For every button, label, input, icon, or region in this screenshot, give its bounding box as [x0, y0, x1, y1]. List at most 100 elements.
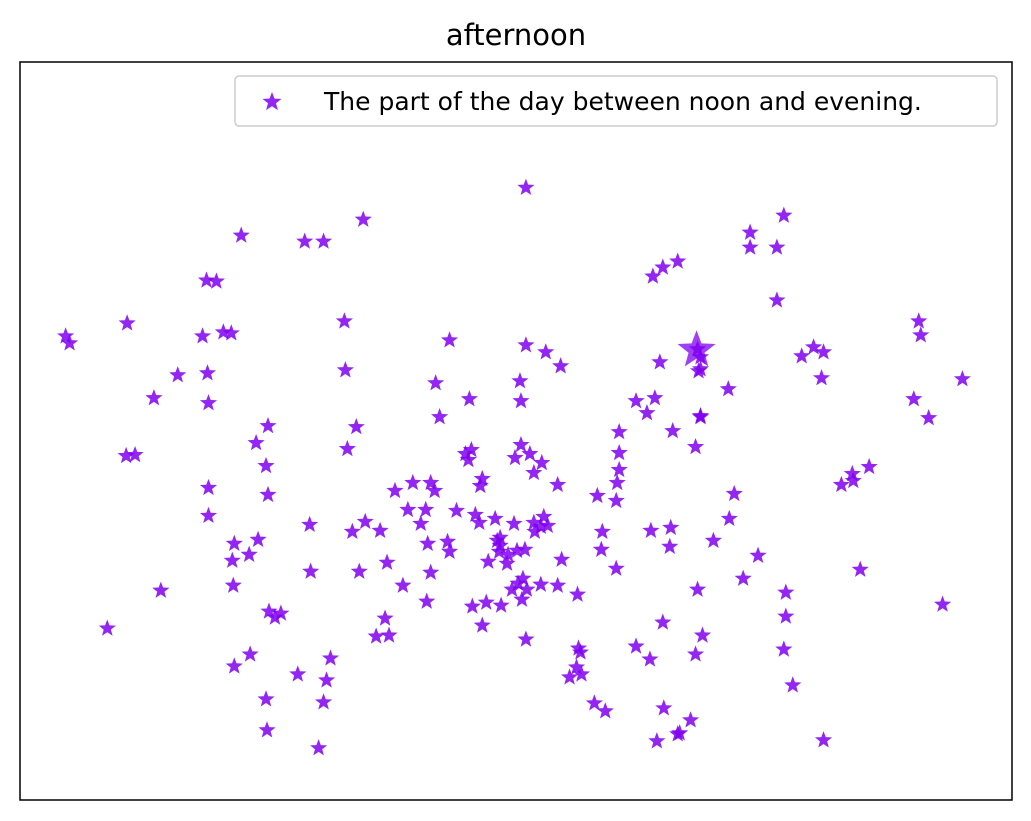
- data-point: [447, 501, 466, 519]
- data-point: [241, 645, 259, 662]
- data-point: [491, 536, 509, 553]
- data-point: [296, 232, 314, 249]
- data-point: [784, 676, 802, 693]
- data-point: [314, 693, 333, 710]
- data-point: [549, 475, 567, 493]
- data-point: [793, 347, 811, 364]
- data-point: [470, 513, 488, 531]
- data-points: [57, 178, 971, 756]
- data-point: [126, 445, 144, 463]
- data-point: [537, 343, 555, 360]
- data-point: [596, 702, 614, 719]
- data-point: [301, 515, 319, 533]
- data-point: [610, 443, 628, 461]
- data-point: [920, 409, 938, 426]
- data-point: [427, 374, 445, 391]
- legend: The part of the day between noon and eve…: [234, 75, 998, 127]
- data-point: [259, 485, 277, 503]
- data-point: [691, 407, 710, 424]
- data-point: [805, 338, 823, 355]
- data-point: [509, 574, 527, 591]
- data-point: [532, 517, 550, 535]
- data-point: [654, 613, 672, 630]
- data-point: [517, 178, 535, 195]
- data-point: [222, 324, 240, 341]
- data-point: [199, 394, 218, 411]
- data-point: [704, 531, 722, 548]
- data-point: [775, 206, 793, 223]
- data-point: [490, 542, 508, 559]
- data-point: [777, 607, 795, 624]
- highlighted-data-point: [677, 330, 716, 367]
- data-point: [572, 665, 591, 682]
- data-point: [627, 637, 645, 654]
- data-point: [422, 473, 440, 491]
- data-point: [517, 336, 535, 353]
- data-point: [486, 509, 504, 527]
- data-point: [662, 518, 680, 536]
- data-point: [513, 590, 531, 607]
- data-point: [197, 271, 216, 288]
- data-point: [198, 364, 217, 381]
- data-point: [655, 699, 673, 716]
- data-point: [720, 509, 738, 527]
- data-point: [499, 545, 517, 562]
- data-point: [336, 361, 354, 378]
- data-point: [682, 711, 700, 728]
- data-point: [412, 514, 430, 532]
- data-point: [404, 473, 422, 491]
- data-point: [585, 694, 603, 711]
- data-point: [777, 583, 795, 600]
- data-point: [768, 238, 786, 255]
- data-point: [347, 418, 365, 435]
- data-point: [117, 446, 135, 464]
- data-point: [508, 541, 526, 558]
- data-point: [905, 390, 923, 407]
- data-point: [456, 444, 474, 462]
- data-point: [953, 370, 971, 387]
- data-point: [466, 505, 484, 523]
- data-point: [516, 540, 534, 557]
- data-point: [734, 569, 752, 586]
- data-point: [607, 559, 625, 576]
- data-point: [741, 238, 759, 255]
- data-point: [646, 389, 664, 406]
- data-point: [343, 522, 361, 540]
- data-point: [592, 540, 610, 557]
- data-point: [314, 232, 333, 249]
- data-point: [688, 580, 707, 597]
- data-point: [376, 609, 394, 626]
- data-point: [654, 258, 672, 275]
- data-point: [257, 456, 275, 474]
- data-point: [693, 626, 712, 643]
- data-point: [648, 732, 666, 749]
- data-point: [608, 473, 626, 491]
- data-point: [371, 521, 389, 539]
- data-point: [266, 608, 284, 625]
- data-point: [399, 500, 417, 518]
- chart-title: afternoon: [446, 18, 586, 52]
- data-point: [686, 437, 705, 455]
- data-point: [505, 514, 523, 532]
- legend-star-icon: [262, 92, 282, 111]
- data-point: [671, 724, 689, 741]
- data-point: [259, 417, 277, 434]
- data-point: [492, 596, 510, 613]
- data-point: [249, 530, 267, 547]
- data-point: [525, 463, 543, 481]
- data-point: [569, 639, 588, 656]
- data-point: [832, 475, 850, 493]
- data-point: [350, 562, 368, 579]
- data-point: [642, 521, 660, 539]
- data-point: [568, 585, 587, 602]
- data-point: [356, 512, 374, 530]
- data-point: [691, 360, 710, 377]
- data-point: [912, 326, 930, 343]
- data-point: [199, 478, 218, 496]
- data-point: [207, 272, 225, 289]
- plot-frame: [19, 61, 1013, 801]
- data-point: [310, 739, 328, 756]
- data-point: [438, 532, 457, 549]
- data-point: [514, 569, 532, 586]
- data-point: [503, 580, 521, 597]
